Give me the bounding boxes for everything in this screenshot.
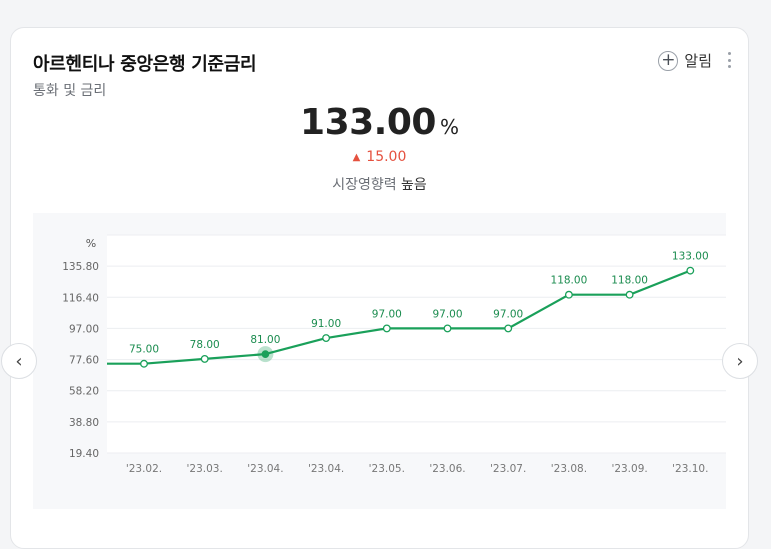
data-label: 118.00 bbox=[611, 275, 648, 287]
rate-card: 아르헨티나 중앙은행 기준금리 통화 및 금리 + 알림 133.00% ▲ 15… bbox=[10, 27, 749, 549]
plot-background bbox=[107, 235, 726, 453]
data-point bbox=[564, 290, 573, 299]
data-point bbox=[504, 324, 513, 333]
x-tick-label: '23.04. bbox=[308, 463, 344, 475]
rate-unit: % bbox=[439, 115, 459, 139]
chart-area: % 19.40 38.80 58.20 77.60 97.00 116.40 135.80 '2… bbox=[33, 213, 726, 509]
impact-value: 높음 bbox=[401, 177, 427, 193]
data-label: 118.00 bbox=[551, 275, 588, 287]
x-tick-label: '23.03. bbox=[187, 463, 223, 475]
data-label: 75.00 bbox=[129, 344, 159, 356]
alarm-button[interactable]: + 알림 bbox=[658, 50, 712, 71]
up-triangle-icon: ▲ bbox=[352, 152, 361, 163]
plus-icon: + bbox=[658, 50, 679, 71]
change-value: 15.00 bbox=[366, 149, 407, 165]
x-tick-label: '23.05. bbox=[369, 463, 405, 475]
x-tick-label: '23.04. bbox=[247, 463, 283, 475]
data-point bbox=[200, 354, 209, 363]
prev-button[interactable]: ‹ bbox=[1, 343, 37, 379]
data-label: 97.00 bbox=[372, 308, 402, 320]
data-label: 91.00 bbox=[311, 318, 341, 330]
y-tick-label: 135.80 bbox=[62, 261, 99, 273]
market-impact: 시장영향력 높음 bbox=[11, 174, 748, 194]
x-tick-label: '23.08. bbox=[551, 463, 587, 475]
data-label: 97.00 bbox=[432, 308, 462, 320]
data-label: 81.00 bbox=[250, 334, 280, 346]
x-tick-label: '23.07. bbox=[490, 463, 526, 475]
data-point bbox=[686, 266, 695, 275]
data-point bbox=[261, 350, 270, 358]
data-point bbox=[322, 334, 331, 343]
rate-value: 133.00 bbox=[300, 102, 436, 143]
page-title: 아르헨티나 중앙은행 기준금리 bbox=[33, 54, 257, 75]
y-tick-label: 58.20 bbox=[69, 386, 99, 398]
data-label: 78.00 bbox=[190, 339, 220, 351]
impact-label: 시장영향력 bbox=[332, 177, 397, 193]
rate-change: ▲ 15.00 bbox=[11, 149, 748, 165]
y-tick-label: 19.40 bbox=[69, 448, 99, 460]
x-tick-label: '23.06. bbox=[429, 463, 465, 475]
y-tick-label: 38.80 bbox=[69, 417, 99, 429]
alarm-label: 알림 bbox=[684, 52, 712, 70]
more-options-icon[interactable] bbox=[726, 52, 732, 68]
x-tick-label: '23.02. bbox=[126, 463, 162, 475]
data-point bbox=[625, 290, 634, 299]
y-tick-label: 116.40 bbox=[62, 292, 99, 304]
data-label: 133.00 bbox=[672, 251, 709, 263]
rate-line-chart: % 19.40 38.80 58.20 77.60 97.00 116.40 135.80 '2… bbox=[62, 234, 726, 475]
y-unit-label: % bbox=[86, 237, 96, 250]
data-point bbox=[382, 324, 391, 333]
next-button[interactable]: › bbox=[722, 343, 758, 379]
y-tick-label: 77.60 bbox=[69, 355, 99, 367]
data-point bbox=[140, 359, 148, 368]
x-tick-label: '23.09. bbox=[611, 463, 647, 475]
y-tick-label: 97.00 bbox=[69, 323, 99, 335]
data-point bbox=[443, 324, 452, 333]
x-tick-label: '23.10. bbox=[672, 463, 708, 475]
current-value: 133.00% bbox=[11, 102, 748, 143]
category-subtitle: 통화 및 금리 bbox=[33, 83, 107, 99]
data-label: 97.00 bbox=[493, 308, 523, 320]
